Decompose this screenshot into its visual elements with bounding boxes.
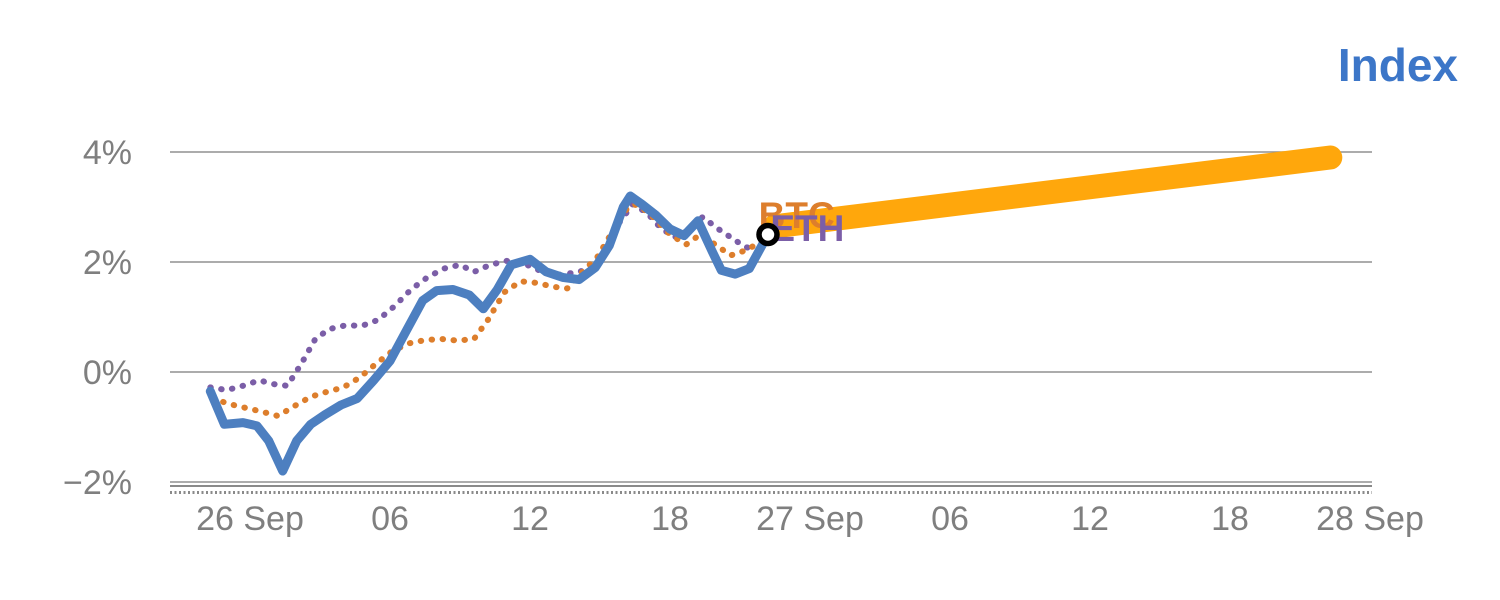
chart-title: Index bbox=[1337, 39, 1458, 91]
current-value-marker bbox=[756, 222, 780, 247]
y-tick-label: 2% bbox=[83, 244, 132, 282]
series-btc-line bbox=[209, 201, 767, 419]
y-tick-label: −2% bbox=[63, 464, 132, 502]
x-tick-label: 06 bbox=[371, 500, 409, 538]
series-label-eth: ETH bbox=[770, 208, 844, 249]
x-tick-label: 26 Sep bbox=[196, 500, 304, 538]
x-tick-label: 12 bbox=[1071, 500, 1109, 538]
x-tick-label: 27 Sep bbox=[756, 500, 864, 538]
x-tick-label: 28 Sep bbox=[1316, 500, 1424, 538]
y-tick-label: 4% bbox=[83, 134, 132, 172]
x-tick-label: 12 bbox=[511, 500, 549, 538]
x-tick-label: 18 bbox=[651, 500, 689, 538]
x-tick-label: 06 bbox=[931, 500, 969, 538]
series-forecast-line bbox=[763, 145, 1343, 239]
y-tick-label: 0% bbox=[83, 354, 132, 392]
series-index-line bbox=[205, 191, 773, 476]
x-tick-label: 18 bbox=[1211, 500, 1249, 538]
